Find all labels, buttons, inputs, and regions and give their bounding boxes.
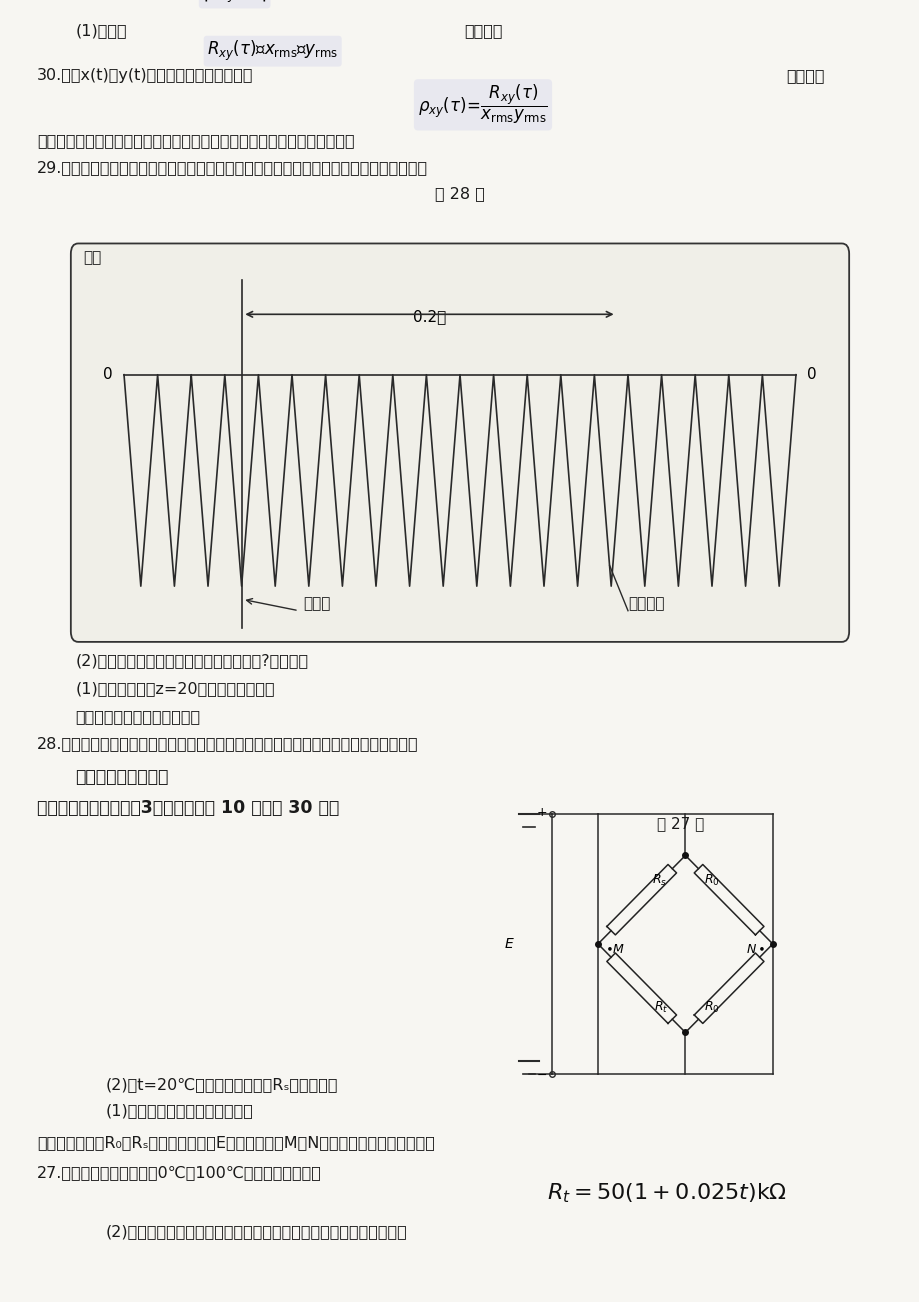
- Text: 时标线: 时标线: [303, 596, 331, 611]
- Text: 的含义；: 的含义；: [464, 23, 503, 39]
- Text: $N\bullet$: $N\bullet$: [745, 943, 765, 956]
- Text: ，试说明: ，试说明: [786, 68, 824, 83]
- Text: (1)写出输出电压的计算表达式；: (1)写出输出电压的计算表达式；: [106, 1103, 254, 1118]
- Text: $\bullet M$: $\bullet M$: [605, 943, 625, 956]
- Text: 为感温热电阱；R₀、Rₛ均为常值电阱，E为工作电压，M与N两点的电位差为输出电压。: 为感温热电阱；R₀、Rₛ均为常值电阱，E为工作电压，M与N两点的电位差为输出电压…: [37, 1135, 434, 1151]
- Text: 28.由带齿圆盘和电涡流式转速传感器组成的转速测量装置，其输出信号经放大器和记录: 28.由带齿圆盘和电涡流式转速传感器组成的转速测量装置，其输出信号经放大器和记录: [37, 736, 418, 751]
- Text: 29.试画出包括压电式加速度传感器、放大器、阻抗变换器、显示器、数据处理装置和振动: 29.试画出包括压电式加速度传感器、放大器、阻抗变换器、显示器、数据处理装置和振…: [37, 160, 427, 176]
- Text: $R_0$: $R_0$: [703, 1000, 719, 1016]
- Text: 脉冲信号: 脉冲信号: [628, 596, 664, 611]
- Text: (2)若t=20℃时输出电压为零，Rₛ应取多少？: (2)若t=20℃时输出电压为零，Rₛ应取多少？: [106, 1077, 338, 1092]
- Text: 30.信号x(t)和y(t)互相关系数的计算公式为: 30.信号x(t)和y(t)互相关系数的计算公式为: [37, 68, 253, 83]
- Text: +: +: [536, 806, 547, 819]
- Text: $R_t$: $R_t$: [653, 1000, 667, 1016]
- Text: E: E: [504, 937, 513, 950]
- Text: 题 27 图: 题 27 图: [656, 816, 704, 832]
- Text: 零线: 零线: [83, 250, 101, 266]
- Text: 器组成的测振系统的原理框图，并说明该测振系统采用阻抗变换器的原因。: 器组成的测振系统的原理框图，并说明该测振系统采用阻抗变换器的原因。: [37, 133, 354, 148]
- FancyBboxPatch shape: [71, 243, 848, 642]
- Text: $R_t = 50(1 + 0.025t)\mathrm{k\Omega}$: $R_t = 50(1 + 0.025t)\mathrm{k\Omega}$: [547, 1181, 787, 1204]
- Text: 27.图示为一种测温范围为0℃～100℃的测温电路，其中: 27.图示为一种测温范围为0℃～100℃的测温电路，其中: [37, 1165, 322, 1181]
- Text: $R_0$: $R_0$: [703, 872, 719, 888]
- Text: 0: 0: [806, 367, 816, 383]
- Text: (2)在剩磁信号的一个测量周期内，此传感器所能测量的最大位移量。: (2)在剩磁信号的一个测量周期内，此传感器所能测量的最大位移量。: [106, 1224, 407, 1240]
- Text: 0: 0: [103, 367, 113, 383]
- Text: (2)用金属铝制作带齿圆盘，能否实现测量?为什么？: (2)用金属铝制作带齿圆盘，能否实现测量?为什么？: [75, 654, 308, 669]
- Text: (1)公式中: (1)公式中: [75, 23, 127, 39]
- Text: 仪，得到如下图所示的波形。: 仪，得到如下图所示的波形。: [75, 710, 200, 725]
- Text: $\rho_{xy}(\tau)\!=\!\dfrac{R_{xy}(\tau)}{x_{\rm rms}y_{\rm rms}}$: $\rho_{xy}(\tau)\!=\!\dfrac{R_{xy}(\tau)…: [417, 83, 548, 126]
- Text: 0.2秒: 0.2秒: [413, 309, 446, 324]
- Text: (1)若圆盘齿数为z=20，计算被测转速；: (1)若圆盘齿数为z=20，计算被测转速；: [75, 681, 275, 697]
- Text: $\left|\rho_{xy}(\tau)\right|$: $\left|\rho_{xy}(\tau)\right|$: [202, 0, 267, 5]
- Text: 五、应用题（本大题共3小题，每小题 10 分，共 30 分）: 五、应用题（本大题共3小题，每小题 10 分，共 30 分）: [37, 799, 339, 818]
- Text: $R_{xy}(\tau)$、$x_{\rm rms}$、$y_{\rm rms}$: $R_{xy}(\tau)$、$x_{\rm rms}$、$y_{\rm rms…: [207, 39, 338, 64]
- Text: −: −: [537, 1069, 547, 1082]
- Text: 请在答题卡上作答。: 请在答题卡上作答。: [75, 768, 168, 786]
- Text: 题 28 图: 题 28 图: [435, 186, 484, 202]
- Text: $R_s$: $R_s$: [651, 872, 666, 888]
